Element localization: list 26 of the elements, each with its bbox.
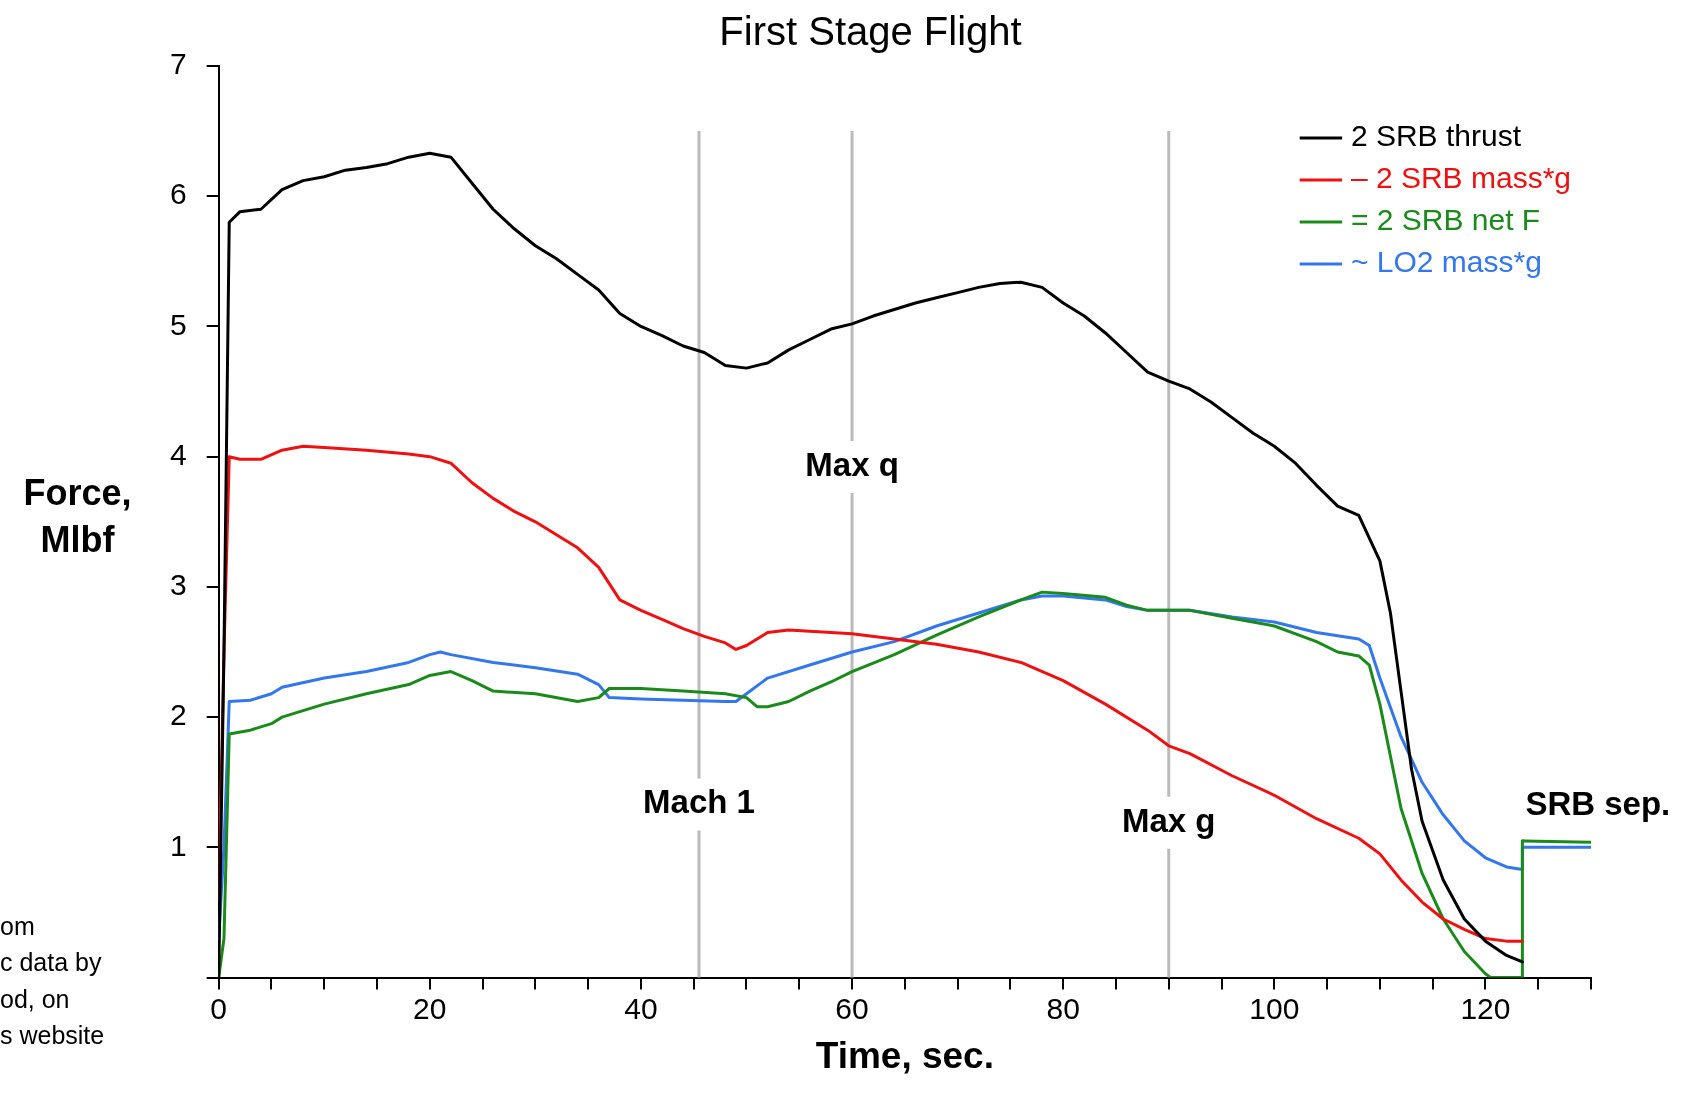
legend-label: – 2 SRB mass*g	[1350, 161, 1571, 195]
chart-title: First Stage Flight	[719, 9, 1022, 54]
annotation: SRB sep.	[1525, 785, 1671, 823]
y-tick-label: 1	[170, 828, 187, 862]
ref-line-label: Max q	[805, 446, 899, 484]
y-tick-label: 3	[170, 568, 187, 602]
x-tick-label: 100	[1249, 991, 1300, 1025]
y-tick-label: 7	[170, 47, 187, 81]
x-tick-label: 40	[624, 991, 658, 1025]
x-tick-label: 20	[413, 991, 447, 1025]
y-axis-title: Force, Mlbf	[22, 471, 133, 562]
legend-label: 2 SRB thrust	[1350, 119, 1522, 153]
y-tick-label: 4	[170, 437, 187, 471]
y-tick-label: 6	[170, 177, 187, 211]
legend-label: = 2 SRB net F	[1350, 203, 1541, 237]
x-tick-label: 0	[210, 991, 228, 1025]
x-tick-label: 80	[1046, 991, 1080, 1025]
y-tick-label: 2	[170, 698, 187, 732]
x-tick-label: 120	[1460, 991, 1511, 1025]
ref-line-label: Max g	[1121, 801, 1216, 839]
x-axis-title: Time, sec.	[815, 1035, 994, 1076]
legend-label: ~ LO2 mass*g	[1350, 245, 1542, 279]
x-tick-label: 60	[835, 991, 869, 1025]
y-tick-label: 5	[170, 307, 187, 341]
text: om c data by od, on s website	[0, 911, 105, 1051]
ref-line-label: Mach 1	[643, 783, 755, 821]
